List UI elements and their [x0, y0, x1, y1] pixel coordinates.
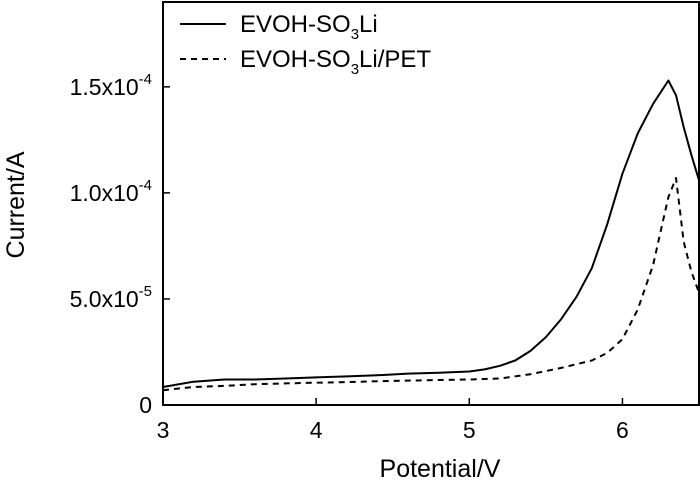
legend-label-rest: Li/PET [359, 46, 431, 73]
series-line-1 [162, 79, 700, 388]
x-tick-label: 3 [157, 417, 170, 443]
ticks: 3 4 5 605.0x10-51.0x10-41.5x10-4 [70, 71, 629, 443]
y-tick-mantissa: 0 [139, 392, 152, 418]
y-tick-exponent: -4 [139, 71, 152, 88]
legend-label-base: EVOH-SO [240, 46, 351, 73]
legend-label-subscript: 3 [351, 61, 359, 78]
axes [162, 1, 700, 406]
legend-label-2: EVOH-SO3Li/PET [240, 46, 431, 78]
y-tick-label: 0 [139, 392, 152, 418]
legend-label-base: EVOH-SO [240, 11, 351, 38]
x-tick-label: 4 [310, 417, 323, 443]
plot-lines [162, 79, 700, 392]
y-axis-label: Current/A [2, 151, 30, 258]
y-tick-label: 1.5x10-4 [70, 71, 152, 100]
y-tick-mantissa: 1.5x10 [70, 74, 139, 100]
series-line-2 [162, 177, 700, 392]
x-axis-label: Potential/V [380, 455, 501, 482]
y-tick-exponent: -5 [139, 283, 152, 300]
y-tick-mantissa: 5.0x10 [70, 286, 139, 312]
y-tick-label: 1.0x10-4 [70, 177, 152, 206]
x-tick-label: 6 [616, 417, 629, 443]
legend-label-1: EVOH-SO3Li [240, 11, 378, 43]
legend-label-rest: Li [359, 11, 378, 38]
y-tick-label: 5.0x10-5 [70, 283, 152, 312]
y-tick-mantissa: 1.0x10 [70, 180, 139, 206]
plot-frame [162, 1, 700, 406]
legend-label-subscript: 3 [351, 26, 359, 43]
y-tick-exponent: -4 [139, 177, 152, 194]
x-tick-label: 5 [463, 417, 476, 443]
